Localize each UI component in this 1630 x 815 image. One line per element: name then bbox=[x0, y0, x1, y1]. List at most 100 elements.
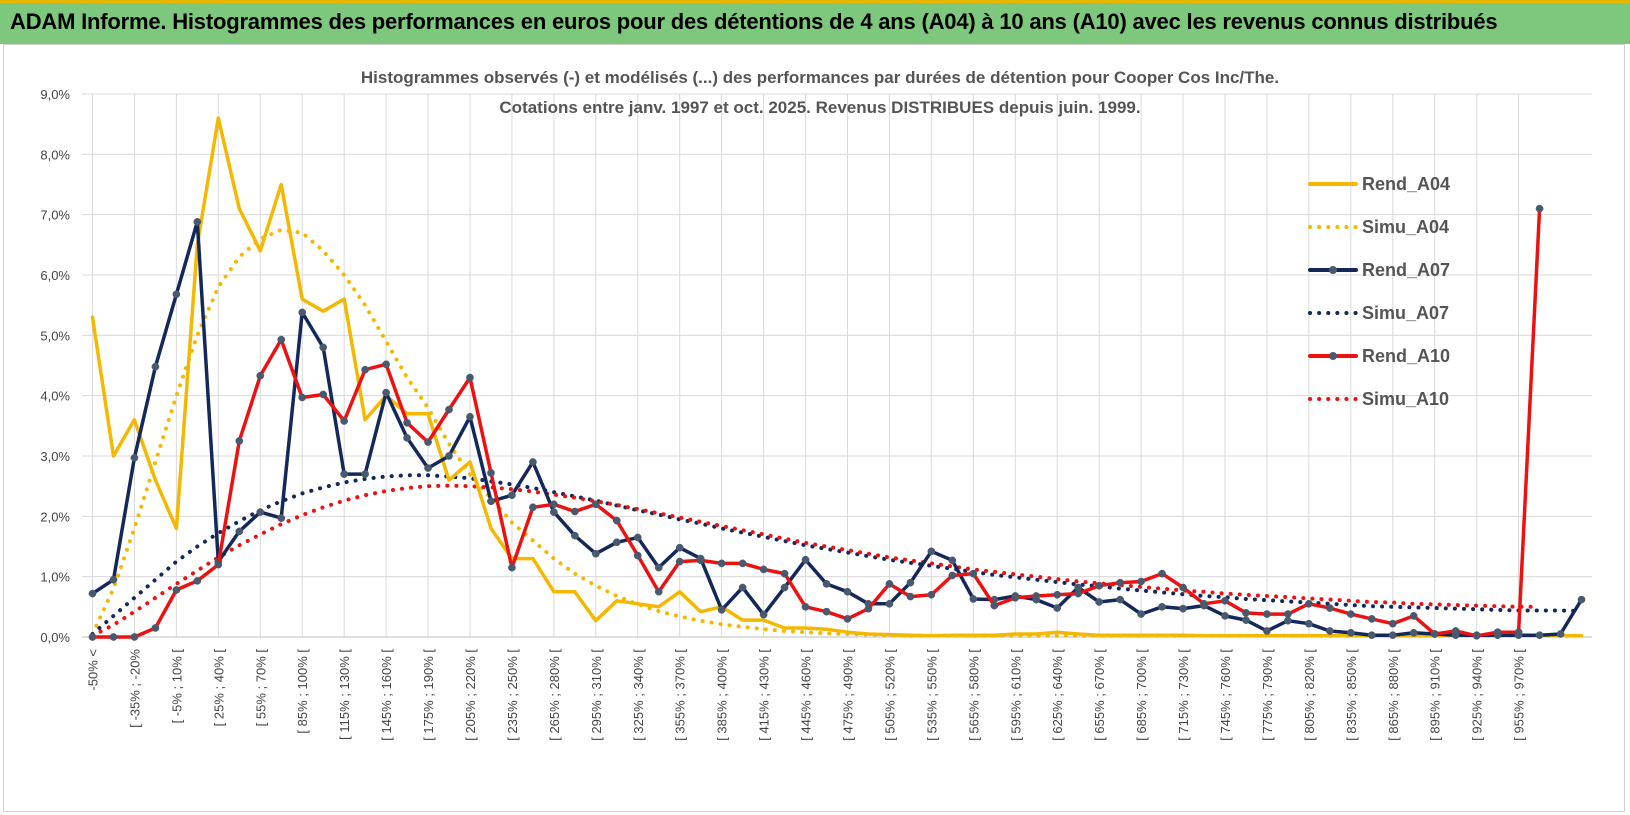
data-point-Rend_A10 bbox=[508, 563, 516, 572]
x-tick-label: [ 715% ; 730% [ bbox=[1176, 649, 1191, 741]
series-Rend_A04 bbox=[90, 116, 1584, 638]
series-line-Rend_A07 bbox=[90, 220, 1584, 637]
data-point-Rend_A10 bbox=[1325, 604, 1334, 612]
data-point-Rend_A07 bbox=[717, 606, 726, 614]
data-point-Rend_A07 bbox=[906, 578, 915, 587]
data-point-Rend_A07 bbox=[151, 362, 160, 371]
data-point-Rend_A10 bbox=[277, 335, 286, 344]
series-line-Rend_A04 bbox=[90, 116, 1584, 638]
x-tick-label: -50% < bbox=[85, 649, 100, 691]
data-point-Rend_A10 bbox=[487, 469, 495, 477]
data-point-Rend_A07 bbox=[1116, 595, 1124, 604]
data-point-Rend_A07 bbox=[822, 580, 831, 588]
x-tick-label: [ 325% ; 340% [ bbox=[631, 649, 646, 741]
series-line-Simu_A10 bbox=[90, 483, 1542, 638]
chart-title-line1: Histogrammes observés (-) et modélisés (… bbox=[361, 68, 1279, 87]
data-point-Rend_A07 bbox=[591, 549, 600, 558]
data-point-Rend_A10 bbox=[193, 577, 202, 585]
data-point-Rend_A10 bbox=[1158, 569, 1166, 578]
data-point-Rend_A07 bbox=[1346, 628, 1355, 637]
data-point-Rend_A07 bbox=[1242, 616, 1250, 624]
data-point-Rend_A10 bbox=[696, 556, 705, 565]
data-point-Rend_A07 bbox=[1556, 630, 1565, 638]
data-point-Rend_A07 bbox=[927, 547, 936, 556]
data-point-Rend_A07 bbox=[508, 491, 516, 500]
data-point-Rend_A10 bbox=[1095, 581, 1104, 590]
y-tick-label: 9,0% bbox=[40, 87, 70, 102]
y-tick-label: 5,0% bbox=[40, 328, 70, 343]
data-point-Rend_A10 bbox=[633, 551, 642, 560]
x-tick-label: [ 235% ; 250% [ bbox=[505, 649, 520, 741]
data-point-Rend_A10 bbox=[1409, 612, 1418, 620]
data-point-Rend_A10 bbox=[612, 516, 621, 525]
data-point-Rend_A07 bbox=[654, 563, 663, 572]
data-point-Rend_A10 bbox=[1284, 610, 1292, 618]
data-point-Rend_A10 bbox=[256, 371, 265, 380]
data-point-Rend_A10 bbox=[1305, 599, 1313, 608]
data-point-Rend_A10 bbox=[738, 559, 747, 568]
data-point-Rend_A10 bbox=[466, 373, 474, 382]
data-point-Rend_A07 bbox=[88, 589, 97, 598]
series-line-Simu_A04 bbox=[90, 227, 1584, 638]
x-tick-label: [ 85% ; 100% [ bbox=[295, 649, 310, 734]
data-point-Rend_A10 bbox=[969, 569, 978, 578]
data-point-Rend_A07 bbox=[1158, 602, 1166, 611]
data-point-Rend_A07 bbox=[235, 527, 244, 536]
data-point-Rend_A10 bbox=[235, 437, 244, 445]
data-point-Rend_A07 bbox=[1053, 604, 1062, 612]
x-tick-label: [ -5% ; 10% [ bbox=[169, 649, 184, 724]
data-point-Rend_A10 bbox=[906, 592, 915, 601]
data-point-Rend_A07 bbox=[445, 452, 453, 460]
data-point-Rend_A07 bbox=[948, 556, 957, 565]
data-point-Rend_A07 bbox=[340, 470, 349, 478]
data-point-Rend_A10 bbox=[88, 633, 97, 641]
header-banner: ADAM Informe. Histogrammes des performan… bbox=[0, 0, 1630, 44]
data-point-Rend_A10 bbox=[1451, 627, 1460, 635]
data-point-Rend_A10 bbox=[1514, 628, 1523, 637]
x-tick-label: [ 655% ; 670% [ bbox=[1092, 649, 1107, 741]
legend-marker-Rend_A07 bbox=[1329, 266, 1337, 274]
data-point-Rend_A07 bbox=[1535, 631, 1544, 640]
legend-label-Rend_A04: Rend_A04 bbox=[1362, 174, 1450, 194]
data-point-Rend_A10 bbox=[1032, 592, 1041, 600]
data-point-Rend_A10 bbox=[1053, 590, 1062, 599]
x-tick-label: [ 115% ; 130% [ bbox=[337, 649, 352, 740]
gridlines bbox=[82, 93, 1592, 638]
series-Simu_A10 bbox=[90, 483, 1542, 638]
legend-marker-Rend_A10 bbox=[1329, 352, 1337, 360]
chart-frame bbox=[3, 44, 1625, 812]
x-tick-label: [ 445% ; 460% [ bbox=[799, 649, 814, 741]
data-point-Rend_A10 bbox=[214, 560, 223, 569]
data-point-Rend_A10 bbox=[885, 580, 894, 588]
data-point-Rend_A10 bbox=[948, 571, 957, 580]
series-line-Simu_A07 bbox=[90, 473, 1584, 636]
data-point-Rend_A10 bbox=[780, 569, 789, 578]
data-point-Rend_A10 bbox=[529, 503, 537, 512]
data-point-Rend_A10 bbox=[1242, 609, 1250, 617]
data-point-Rend_A10 bbox=[382, 360, 390, 369]
data-point-Rend_A10 bbox=[717, 559, 726, 568]
x-tick-label: [ 55% ; 70% [ bbox=[253, 649, 268, 727]
legend-label-Rend_A10: Rend_A10 bbox=[1362, 346, 1450, 366]
data-point-Rend_A07 bbox=[403, 434, 411, 442]
data-point-Rend_A10 bbox=[1535, 204, 1544, 213]
data-point-Rend_A10 bbox=[1493, 628, 1502, 637]
data-point-Rend_A07 bbox=[1095, 598, 1104, 606]
x-tick-label: [ 535% ; 550% [ bbox=[924, 649, 939, 741]
x-tick-label: [ 205% ; 220% [ bbox=[463, 649, 478, 741]
data-point-Rend_A10 bbox=[654, 587, 663, 596]
x-tick-label: [ 895% ; 910% [ bbox=[1428, 649, 1443, 741]
data-point-Rend_A10 bbox=[801, 602, 810, 611]
x-tick-label: [ 925% ; 940% [ bbox=[1470, 649, 1485, 741]
data-point-Rend_A07 bbox=[361, 470, 369, 478]
data-point-Rend_A10 bbox=[1116, 578, 1124, 587]
x-tick-label: [ 295% ; 310% [ bbox=[589, 649, 604, 741]
data-point-Rend_A10 bbox=[1200, 599, 1208, 608]
x-tick-label: [ 415% ; 430% [ bbox=[757, 649, 772, 741]
data-point-Rend_A07 bbox=[193, 218, 202, 226]
data-point-Rend_A10 bbox=[1388, 619, 1397, 628]
series-Rend_A07 bbox=[88, 218, 1586, 640]
legend-label-Simu_A10: Simu_A10 bbox=[1362, 389, 1449, 409]
data-point-Rend_A10 bbox=[445, 405, 453, 414]
